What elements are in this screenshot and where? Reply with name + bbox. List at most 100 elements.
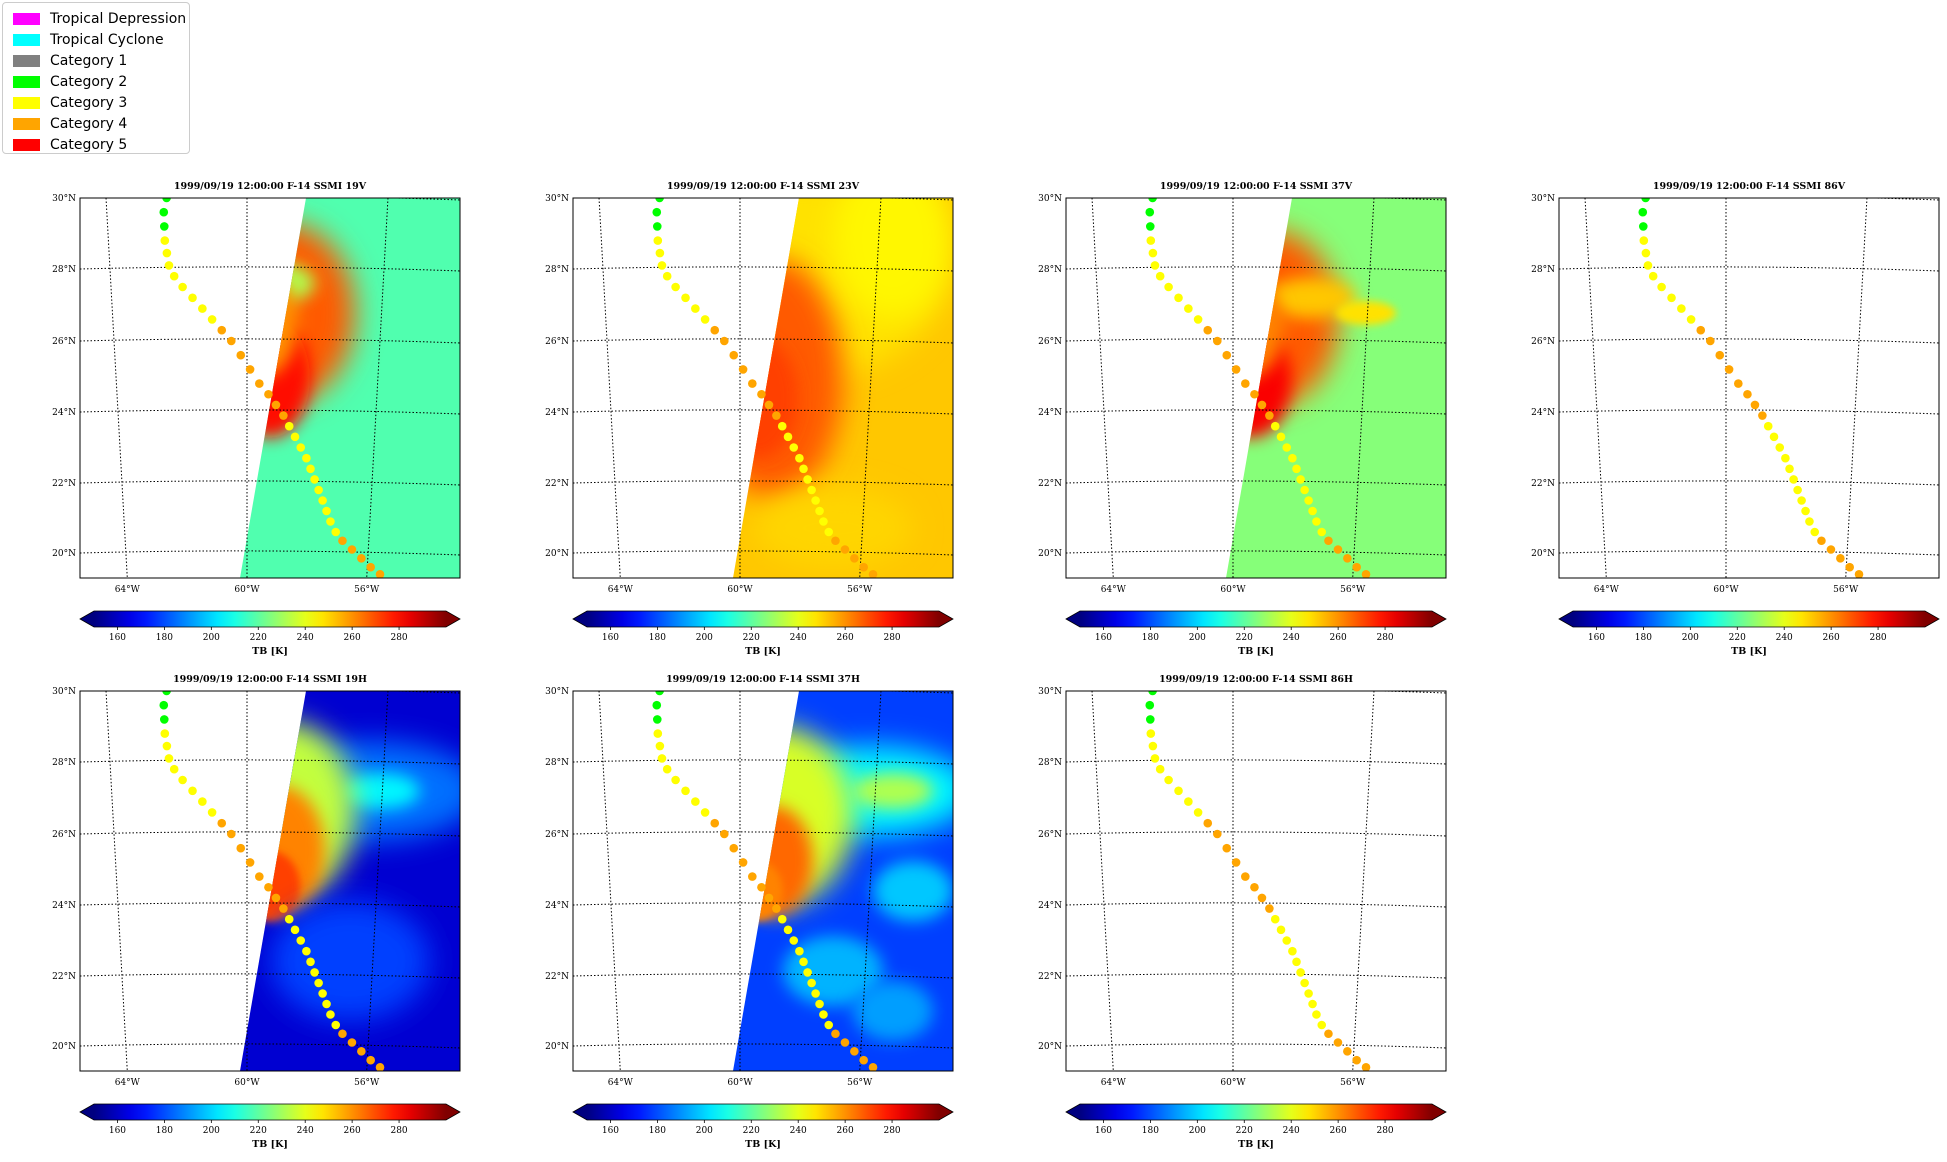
- lat-tick-label: 20°N: [1038, 549, 1062, 559]
- track-point: [1241, 872, 1250, 881]
- track-point: [681, 293, 690, 303]
- track-point: [1648, 271, 1658, 281]
- parallel-line: [1066, 1043, 1446, 1049]
- track-point: [655, 198, 664, 203]
- track-point: [159, 715, 169, 724]
- map-panel: 1999/09/19 12:00:00 F-14 SSMI 86H 30°N 28°…: [1038, 674, 1447, 1150]
- legend-swatch: [13, 34, 40, 46]
- colorbar-tick-label: 240: [1283, 633, 1300, 643]
- lon-tick-label: 60°W: [234, 1078, 260, 1088]
- meridian-line: [366, 691, 389, 1071]
- track-point: [777, 421, 787, 431]
- track-point: [662, 271, 672, 281]
- parallel-line: [1559, 338, 1939, 344]
- track-point: [652, 715, 662, 724]
- track-point: [1317, 1020, 1327, 1030]
- track-point: [1148, 691, 1157, 696]
- colorbar-tick-label: 200: [696, 633, 713, 643]
- track-point: [198, 797, 207, 806]
- lat-tick-label: 26°N: [52, 830, 76, 840]
- lat-tick-label: 26°N: [1038, 337, 1062, 347]
- track-point: [1164, 775, 1173, 785]
- track-point: [1696, 325, 1706, 335]
- track-point: [226, 829, 236, 839]
- track-point: [748, 379, 757, 388]
- track-point: [1758, 411, 1767, 420]
- colorbar-tick-label: 220: [1236, 633, 1253, 643]
- track-point: [719, 336, 729, 346]
- track-point: [1257, 400, 1267, 410]
- lat-tick-label: 28°N: [1038, 265, 1062, 275]
- track-point: [1750, 400, 1760, 410]
- track-point: [652, 222, 662, 231]
- lat-tick-label: 24°N: [545, 408, 569, 418]
- map-area: [573, 691, 953, 1071]
- parallel-line: [80, 1043, 460, 1049]
- parallel-line: [573, 266, 953, 272]
- colorbar-label: TB [K]: [1238, 646, 1274, 657]
- track-point: [1312, 517, 1321, 526]
- track-point: [331, 527, 341, 537]
- colorbar-tick-label: 260: [344, 1126, 361, 1136]
- track-point: [255, 872, 264, 881]
- parallel-line: [1066, 759, 1446, 765]
- brightness-patch: [1336, 301, 1396, 325]
- track-point: [691, 797, 700, 806]
- parallel-line: [573, 831, 953, 837]
- map-frame: [79, 197, 461, 579]
- track-point: [264, 882, 273, 892]
- colorbar-outline: [79, 1103, 461, 1121]
- colorbar-max-arrow: [446, 611, 460, 627]
- track-point: [1312, 1010, 1321, 1019]
- colorbar-min-arrow: [80, 1104, 94, 1120]
- colorbar-tick-label: 220: [743, 1126, 760, 1136]
- brightness-patch: [1266, 278, 1356, 318]
- colorbar-max-arrow: [446, 1104, 460, 1120]
- track-point: [1641, 198, 1650, 203]
- colorbar: 160 180 200 220 240 260 280 TB [K]: [572, 610, 954, 657]
- track-point: [1282, 936, 1292, 945]
- track-point: [1241, 379, 1250, 388]
- track-point: [322, 506, 331, 516]
- track-point: [831, 1029, 840, 1039]
- lat-tick-label: 30°N: [1038, 194, 1062, 204]
- track-point: [306, 957, 315, 967]
- colorbar-tick-label: 180: [1142, 633, 1159, 643]
- track-point: [207, 315, 217, 324]
- track-point: [1308, 506, 1317, 516]
- colorbar-outline: [572, 610, 954, 628]
- colorbar-tick-label: 260: [1823, 633, 1840, 643]
- track-point: [284, 421, 294, 431]
- track-point: [738, 858, 748, 867]
- track-point: [357, 554, 366, 563]
- track-point: [1203, 325, 1213, 335]
- track-point: [188, 786, 197, 796]
- track-point: [811, 496, 820, 505]
- map-frame: [79, 690, 461, 1072]
- map-panel: 1999/09/19 12:00:00 F-14 SSMI 23V 30°N 28°…: [545, 181, 954, 657]
- colorbar: 160 180 200 220 240 260 280 TB [K]: [1558, 610, 1940, 657]
- track-point: [1638, 207, 1648, 217]
- colorbar-tick-label: 280: [883, 1126, 900, 1136]
- track-point: [1212, 336, 1222, 346]
- track-point: [710, 818, 720, 828]
- track-point: [226, 336, 236, 346]
- lon-tick-label: 64°W: [1594, 585, 1620, 595]
- track-point: [772, 904, 781, 913]
- track-point: [655, 248, 665, 258]
- colorbar-min-arrow: [1066, 611, 1080, 627]
- track-point: [255, 379, 264, 388]
- track-point: [729, 350, 739, 360]
- track-point: [710, 325, 720, 335]
- parallel-line: [573, 480, 953, 486]
- colorbar-min-arrow: [1066, 1104, 1080, 1120]
- track-point: [1333, 545, 1343, 554]
- lat-tick-label: 28°N: [52, 758, 76, 768]
- track-point: [1288, 946, 1297, 956]
- track-point: [819, 1010, 828, 1019]
- track-point: [653, 729, 663, 738]
- lon-tick-label: 56°W: [1340, 585, 1366, 595]
- track-point: [652, 700, 662, 710]
- colorbar-tick-label: 240: [790, 1126, 807, 1136]
